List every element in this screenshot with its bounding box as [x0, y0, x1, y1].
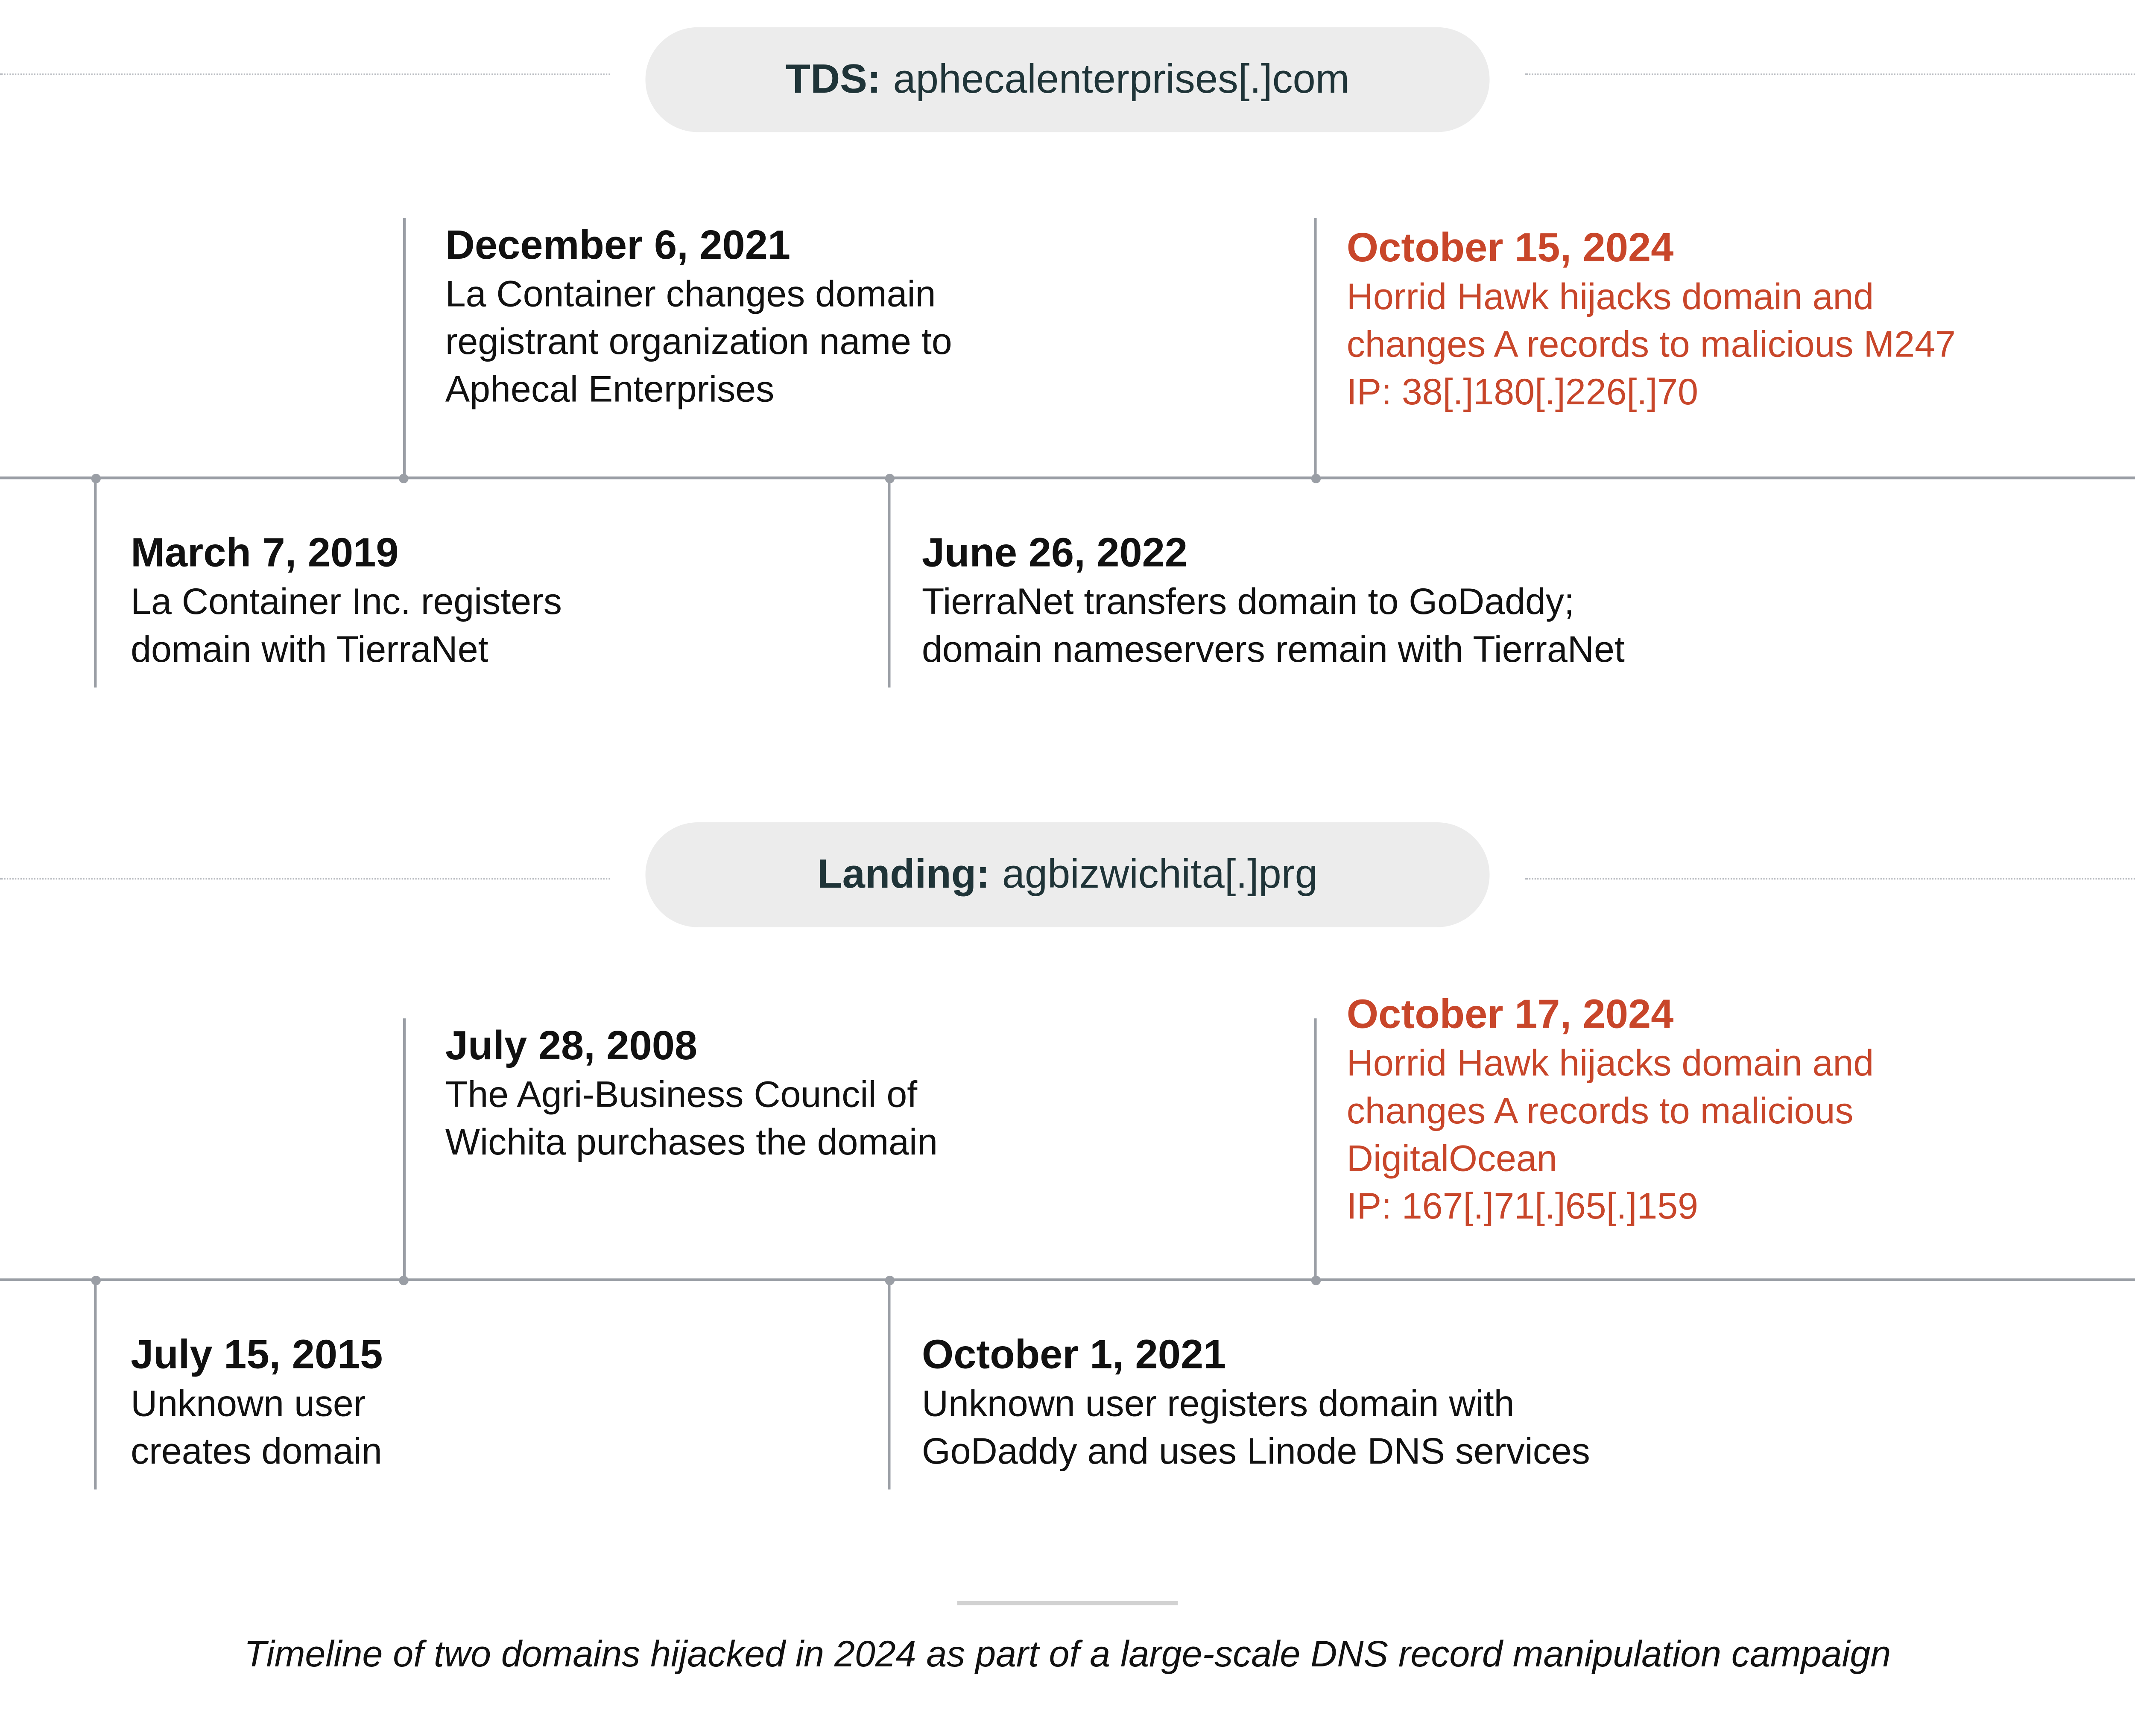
timeline-connector	[1314, 218, 1316, 478]
event-text: domain nameservers remain with TierraNet	[921, 629, 1625, 670]
event-date: December 6, 2021	[445, 223, 791, 269]
timeline-axis	[0, 476, 2135, 479]
timeline-marker	[399, 1275, 409, 1286]
timeline-marker	[91, 473, 101, 484]
timeline-marker	[399, 473, 409, 484]
timeline-connector	[94, 478, 96, 688]
event-date: July 28, 2008	[445, 1023, 698, 1069]
event-text: Unknown user registers domain with	[921, 1383, 1515, 1424]
event-text: changes A records to malicious M247	[1346, 324, 1956, 365]
event-text: DigitalOcean	[1346, 1138, 1557, 1179]
timeline-event: March 7, 2019 La Container Inc. register…	[131, 529, 562, 674]
timeline-event: December 6, 2021 La Container changes do…	[445, 222, 952, 414]
timeline-marker	[1311, 1275, 1321, 1286]
event-date: June 26, 2022	[921, 531, 1188, 576]
event-text: Horrid Hawk hijacks domain and	[1346, 276, 1874, 317]
event-text: TierraNet transfers domain to GoDaddy;	[921, 581, 1574, 623]
timeline-connector	[403, 218, 405, 478]
timeline-event: July 15, 2015 Unknown user creates domain	[131, 1332, 383, 1476]
dotted-divider-right	[1525, 878, 2135, 880]
domain-pill-landing: Landing: agbizwichita[.]prg	[645, 822, 1490, 927]
event-text: La Container changes domain	[445, 273, 936, 315]
timeline-connector	[1314, 1018, 1316, 1280]
event-text: Aphecal Enterprises	[445, 369, 775, 410]
event-text: registrant organization name to	[445, 321, 952, 362]
pill-label: Landing:	[817, 851, 990, 897]
timeline-marker	[885, 1275, 895, 1286]
event-text: The Agri-Business Council of	[445, 1074, 918, 1115]
timeline-event: June 26, 2022 TierraNet transfers domain…	[922, 529, 1625, 674]
event-text: creates domain	[131, 1431, 382, 1472]
event-date: October 17, 2024	[1346, 992, 1674, 1038]
event-date: July 15, 2015	[131, 1333, 383, 1378]
pill-domain: aphecalenterprises[.]com	[893, 56, 1350, 102]
timeline-connector	[94, 1280, 96, 1490]
pill-domain: agbizwichita[.]prg	[1002, 851, 1318, 897]
event-text: domain with TierraNet	[131, 629, 488, 670]
event-ip: IP: 38[.]180[.]226[.]70	[1346, 371, 1699, 413]
caption-separator	[957, 1601, 1178, 1605]
timeline-event-hijack: October 15, 2024 Horrid Hawk hijacks dom…	[1347, 225, 1956, 417]
dotted-divider-left	[0, 73, 610, 75]
timeline-marker	[91, 1275, 101, 1286]
timeline-connector	[403, 1018, 405, 1280]
event-text: Wichita purchases the domain	[445, 1122, 938, 1163]
event-text: GoDaddy and uses Linode DNS services	[921, 1431, 1590, 1472]
domain-pill-tds: TDS: aphecalenterprises[.]com	[645, 27, 1490, 132]
timeline-marker	[885, 473, 895, 484]
event-text: Unknown user	[131, 1383, 366, 1424]
event-date: March 7, 2019	[131, 531, 399, 576]
dotted-divider-right	[1525, 73, 2135, 75]
event-date: October 15, 2024	[1346, 226, 1674, 271]
event-ip: IP: 167[.]71[.]65[.]159	[1346, 1186, 1699, 1227]
timeline-event-hijack: October 17, 2024 Horrid Hawk hijacks dom…	[1347, 991, 1874, 1230]
timeline-marker	[1311, 473, 1321, 484]
event-date: October 1, 2021	[921, 1333, 1226, 1378]
figure-caption: Timeline of two domains hijacked in 2024…	[244, 1634, 1891, 1675]
event-text: La Container Inc. registers	[131, 581, 562, 623]
timeline-axis	[0, 1278, 2135, 1281]
timeline-event: July 28, 2008 The Agri-Business Council …	[445, 1023, 938, 1167]
timeline-event: October 1, 2021 Unknown user registers d…	[922, 1332, 1590, 1476]
timeline-connector	[888, 1280, 890, 1490]
dotted-divider-left	[0, 878, 610, 880]
pill-label: TDS:	[785, 56, 881, 102]
event-text: Horrid Hawk hijacks domain and	[1346, 1043, 1874, 1084]
timeline-connector	[888, 478, 890, 688]
event-text: changes A records to malicious	[1346, 1090, 1854, 1131]
